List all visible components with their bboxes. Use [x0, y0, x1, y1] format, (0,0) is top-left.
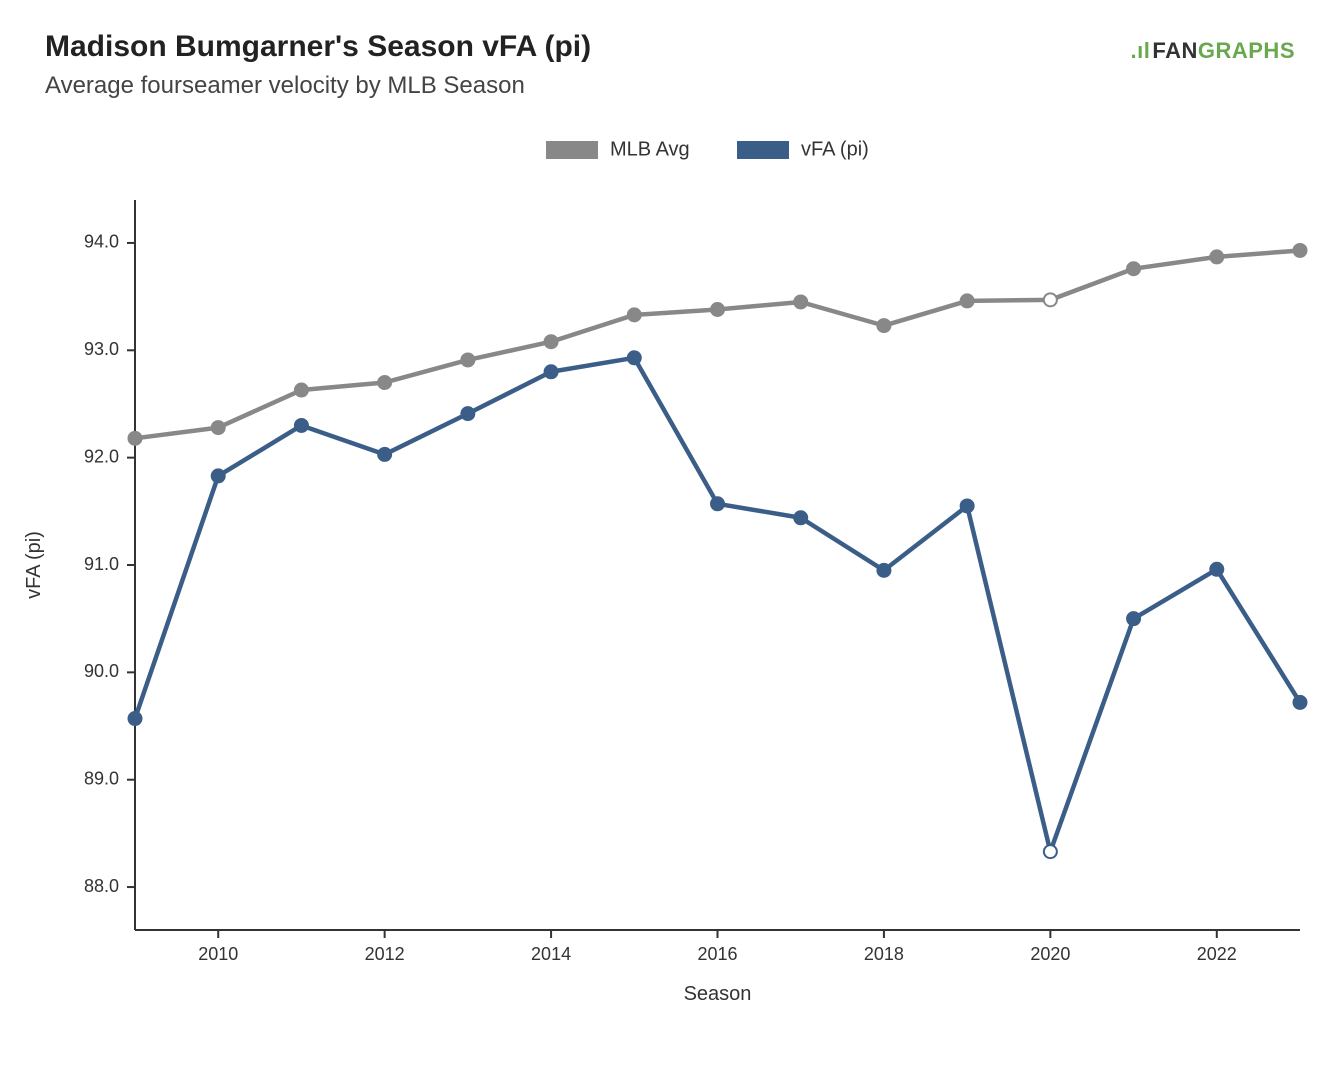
x-axis-label: Season	[684, 983, 752, 1005]
legend-label: vFA (pi)	[801, 138, 869, 160]
series-marker	[961, 499, 974, 512]
series-marker	[378, 376, 391, 389]
legend-swatch	[737, 141, 789, 159]
series-marker	[1044, 293, 1057, 306]
series-marker	[129, 432, 142, 445]
y-tick-label: 88.0	[84, 876, 119, 896]
x-tick-label: 2014	[531, 944, 571, 964]
series-marker	[295, 419, 308, 432]
y-tick-label: 91.0	[84, 554, 119, 574]
series-marker	[545, 365, 558, 378]
series-marker	[961, 294, 974, 307]
series-marker	[378, 448, 391, 461]
series-marker	[711, 303, 724, 316]
chart-container: Madison Bumgarner's Season vFA (pi) Aver…	[0, 0, 1340, 1090]
y-tick-label: 90.0	[84, 661, 119, 681]
series-marker	[295, 384, 308, 397]
series-marker	[545, 335, 558, 348]
series-marker	[129, 712, 142, 725]
series-marker	[1294, 244, 1307, 257]
series-line	[135, 250, 1300, 438]
series-marker	[628, 308, 641, 321]
chart-svg: 88.0 89.0 90.0 91.0 92.0 93.0 94.0 2010 2012 2014…	[0, 0, 1340, 1090]
series-marker	[461, 353, 474, 366]
x-tick-label: 2020	[1030, 944, 1070, 964]
series-marker	[1294, 696, 1307, 709]
series-marker	[711, 497, 724, 510]
series-marker	[212, 421, 225, 434]
x-tick-label: 2012	[365, 944, 405, 964]
series-marker	[1044, 845, 1057, 858]
series-marker	[212, 469, 225, 482]
x-tick-label: 2010	[198, 944, 238, 964]
legend-swatch	[546, 141, 598, 159]
series-marker	[1127, 262, 1140, 275]
series-marker	[794, 295, 807, 308]
series-line	[135, 358, 1300, 852]
series-marker	[461, 407, 474, 420]
series-marker	[877, 319, 890, 332]
y-tick-label: 94.0	[84, 232, 119, 252]
series-marker	[877, 564, 890, 577]
series-marker	[1210, 250, 1223, 263]
x-tick-label: 2018	[864, 944, 904, 964]
series-marker	[1210, 563, 1223, 576]
x-tick-label: 2016	[697, 944, 737, 964]
x-tick-label: 2022	[1197, 944, 1237, 964]
series-marker	[794, 511, 807, 524]
y-tick-label: 92.0	[84, 446, 119, 466]
y-tick-label: 93.0	[84, 339, 119, 359]
series-marker	[1127, 612, 1140, 625]
legend-label: MLB Avg	[610, 138, 690, 160]
y-tick-label: 89.0	[84, 768, 119, 788]
series-marker	[628, 351, 641, 364]
y-axis-label: vFA (pi)	[23, 531, 45, 599]
